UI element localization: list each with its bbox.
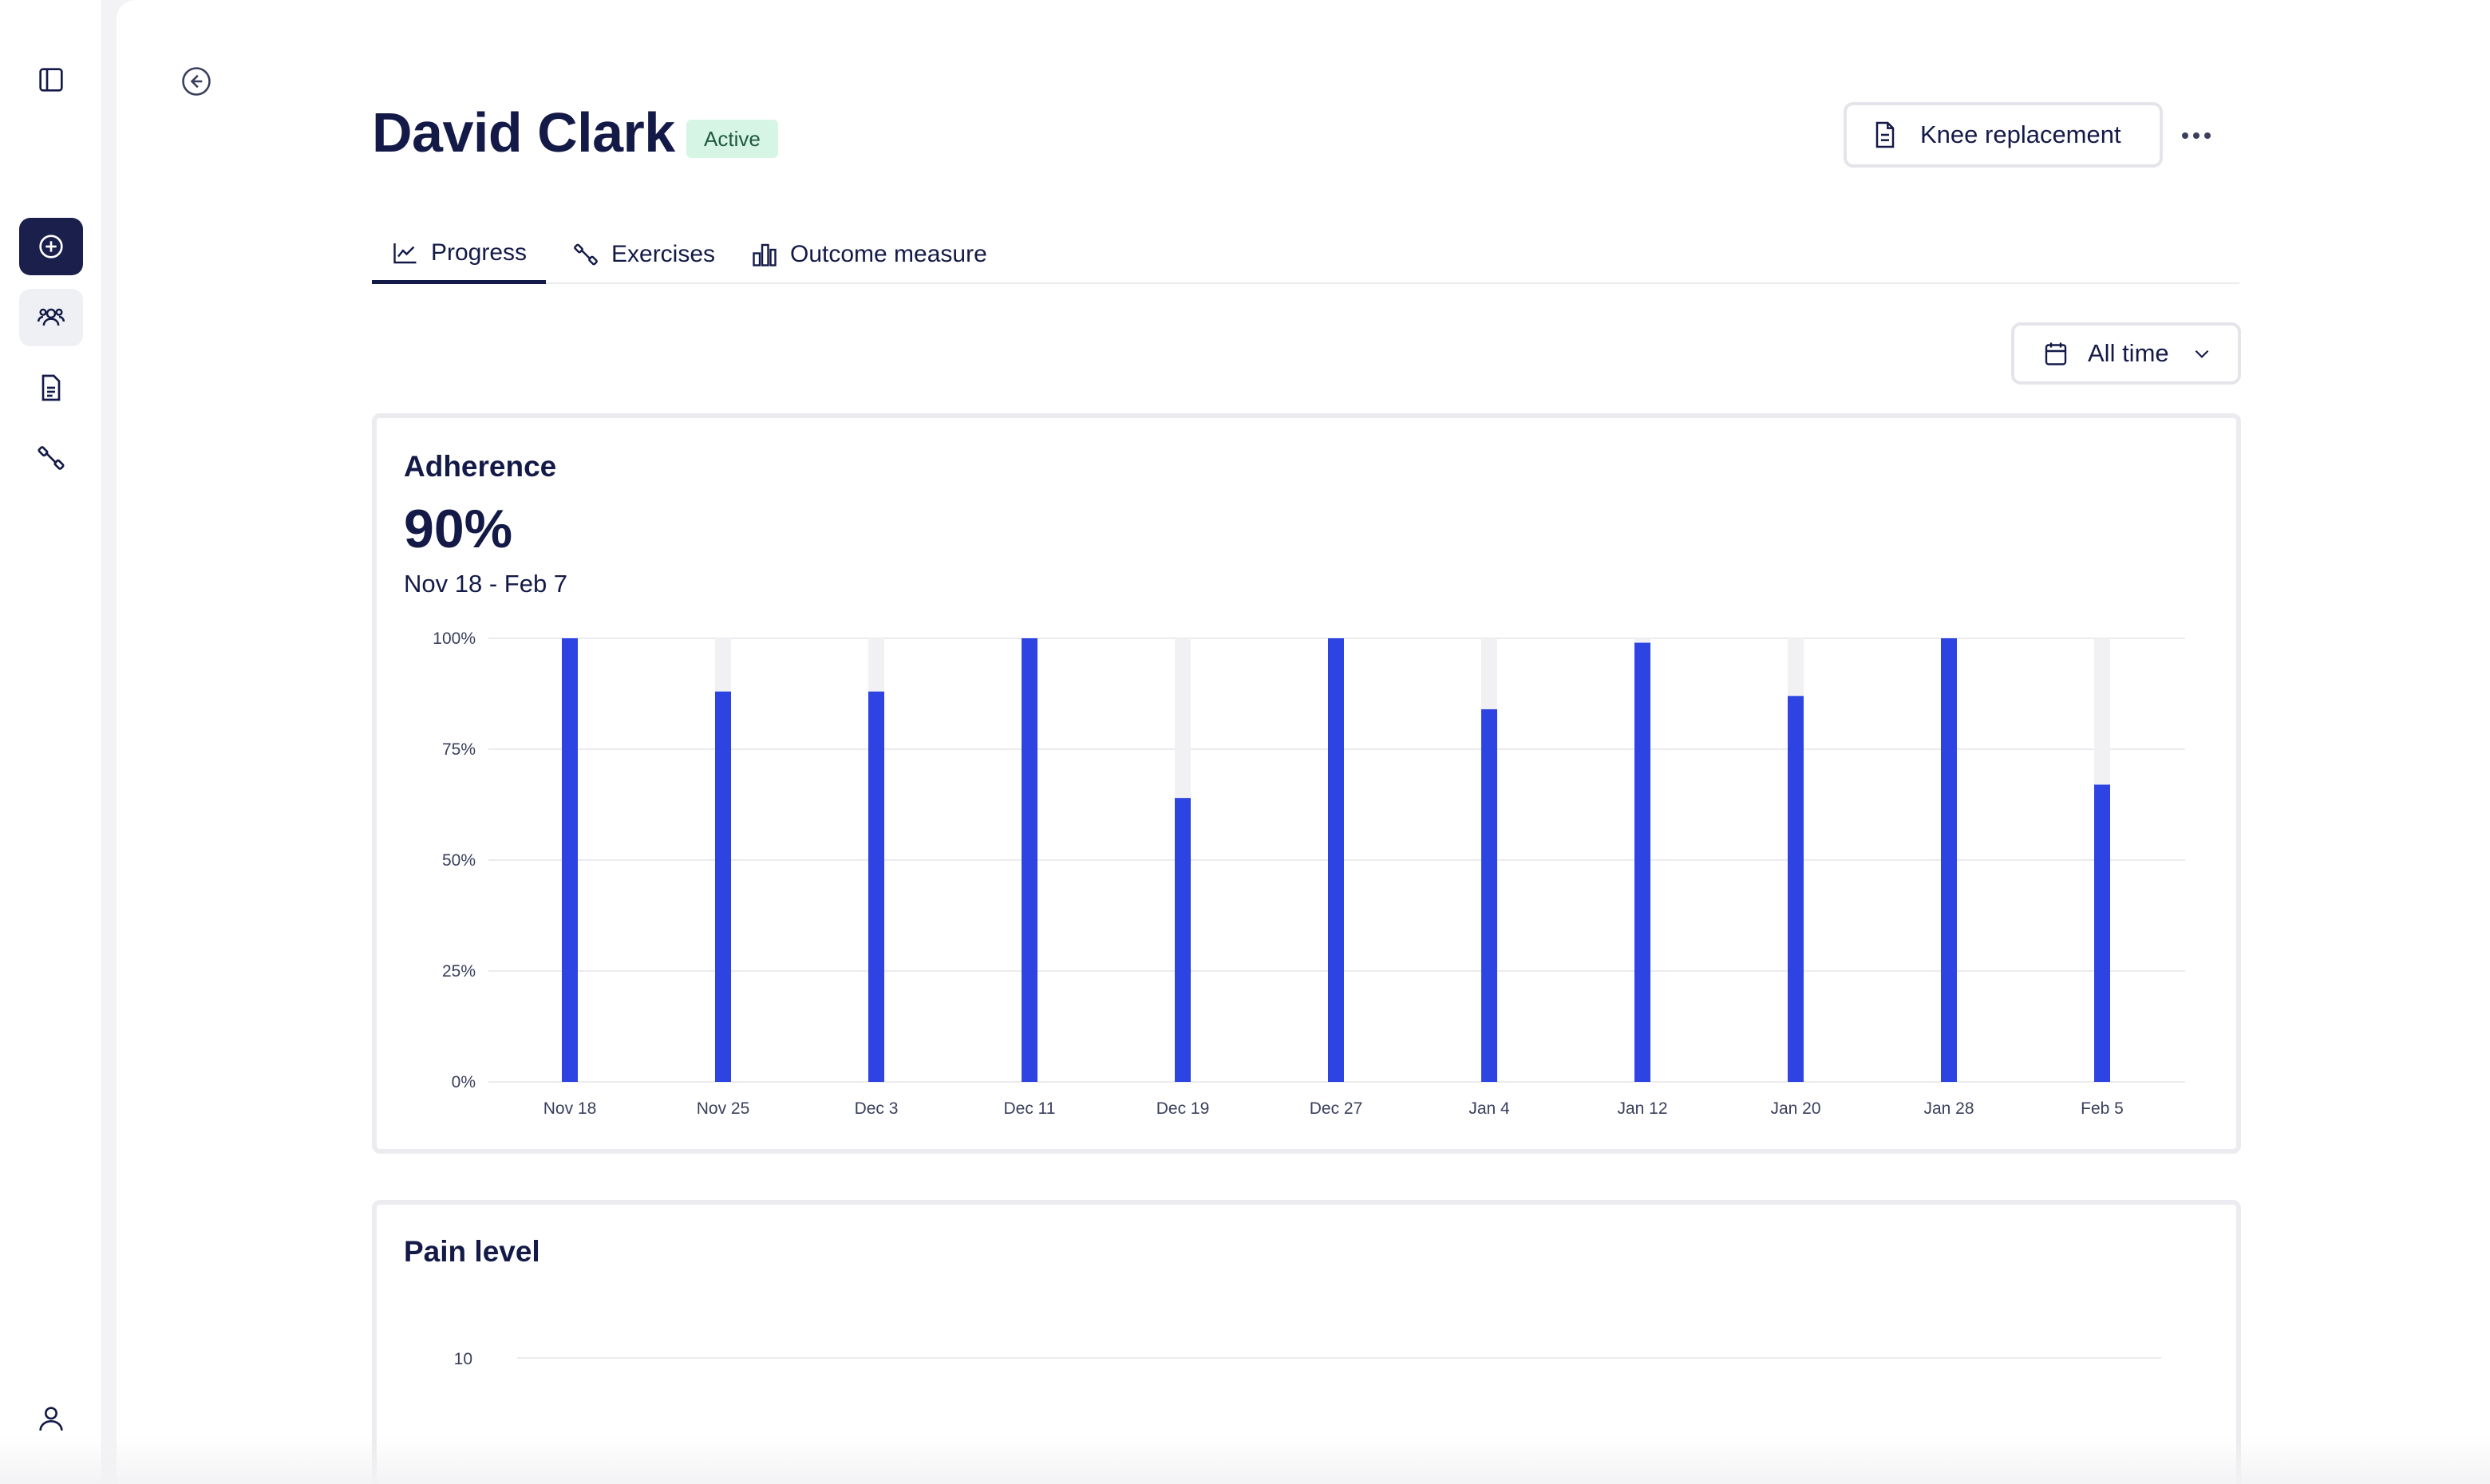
adherence-bar[interactable] (1941, 638, 1957, 1082)
document-icon (42, 374, 61, 401)
user-icon (39, 1407, 63, 1431)
adherence-y-tick-label: 100% (433, 630, 476, 648)
adherence-x-tick-label: Jan 12 (1617, 1099, 1667, 1118)
sidebar-item-patients[interactable] (19, 289, 83, 346)
date-range-label: All time (2088, 339, 2169, 367)
tab-bar: Progress Exercises Outcome measure (372, 225, 2239, 284)
adherence-bar[interactable] (1175, 798, 1191, 1082)
adherence-value: 90% (404, 499, 513, 559)
bar-chart-icon (753, 243, 777, 266)
adherence-y-tick-label: 25% (442, 962, 476, 981)
adherence-x-tick-label: Feb 5 (2081, 1099, 2124, 1118)
pain-y-tick-label: 10 (454, 1350, 472, 1368)
more-horizontal-icon (2182, 132, 2211, 139)
adherence-x-tick-label: Nov 25 (697, 1099, 750, 1118)
pain-level-chart: 10 (454, 1350, 2161, 1368)
adherence-card: Adherence 90% Nov 18 - Feb 7 0% 25% 50% 75%… (372, 413, 2241, 1154)
pain-level-title: Pain level (404, 1235, 540, 1268)
adherence-y-tick-label: 75% (442, 740, 476, 759)
tab-outcome-measure[interactable]: Outcome measure (731, 225, 1006, 284)
tab-exercises[interactable]: Exercises (552, 225, 734, 284)
adherence-y-tick-label: 0% (452, 1073, 476, 1091)
adherence-x-tick-label: Dec 11 (1004, 1099, 1056, 1118)
adherence-date-range: Nov 18 - Feb 7 (404, 570, 568, 598)
plus-circle-icon (39, 235, 63, 259)
adherence-x-tick-label: Jan 28 (1923, 1099, 1974, 1118)
status-badge: Active (686, 120, 778, 158)
sidebar-item-profile[interactable] (19, 1390, 83, 1447)
dumbbell-icon (574, 243, 598, 266)
sidebar (0, 0, 102, 1484)
adherence-bar[interactable] (562, 638, 578, 1082)
back-button[interactable] (179, 64, 214, 99)
condition-button[interactable]: Knee replacement (1844, 102, 2163, 168)
adherence-x-tick-label: Jan 4 (1468, 1099, 1510, 1118)
document-icon (1875, 121, 1895, 148)
adherence-title: Adherence (404, 450, 557, 483)
tab-outcome-measure-label: Outcome measure (790, 241, 987, 267)
adherence-bar[interactable] (1788, 696, 1804, 1082)
panel-icon (39, 68, 63, 92)
toggle-sidebar-button[interactable] (19, 51, 83, 109)
pain-level-card: Pain level 10 (372, 1200, 2241, 1484)
tab-progress[interactable]: Progress (372, 225, 547, 284)
adherence-bar[interactable] (1634, 642, 1650, 1082)
arrow-left-circle-icon (182, 67, 211, 96)
main-panel: David Clark Active Knee replacement Prog… (117, 0, 2490, 1484)
users-icon (37, 308, 65, 326)
adherence-bar[interactable] (2094, 784, 2110, 1082)
dumbbell-icon (38, 446, 65, 470)
adherence-bar[interactable] (1022, 638, 1038, 1082)
adherence-y-tick-label: 50% (442, 851, 476, 870)
condition-label: Knee replacement (1920, 120, 2121, 148)
sidebar-item-exercises[interactable] (19, 429, 83, 487)
adherence-bar[interactable] (1328, 638, 1344, 1082)
line-chart-icon (393, 243, 417, 263)
page-title: David Clark (372, 101, 675, 164)
adherence-bar[interactable] (715, 691, 731, 1082)
adherence-x-tick-label: Nov 18 (543, 1099, 597, 1118)
adherence-bar[interactable] (868, 691, 884, 1082)
adherence-chart: 0% 25% 50% 75% 100% Nov 18 Nov 25 Dec 3 Dec 11 De… (433, 630, 2185, 1118)
adherence-x-tick-label: Dec 27 (1310, 1099, 1363, 1118)
adherence-x-tick-label: Jan 20 (1770, 1099, 1820, 1118)
date-range-select[interactable]: All time (2011, 322, 2241, 385)
adherence-x-tick-label: Dec 3 (855, 1099, 899, 1118)
add-new-button[interactable] (19, 218, 83, 275)
adherence-bar[interactable] (1481, 708, 1497, 1082)
sidebar-item-documents[interactable] (19, 359, 83, 416)
tab-progress-label: Progress (431, 239, 528, 266)
tab-exercises-label: Exercises (611, 241, 716, 267)
more-options-button[interactable] (2176, 116, 2217, 155)
calendar-icon (2045, 342, 2067, 365)
chevron-down-icon (2195, 349, 2208, 358)
adherence-x-tick-label: Dec 19 (1156, 1099, 1210, 1118)
